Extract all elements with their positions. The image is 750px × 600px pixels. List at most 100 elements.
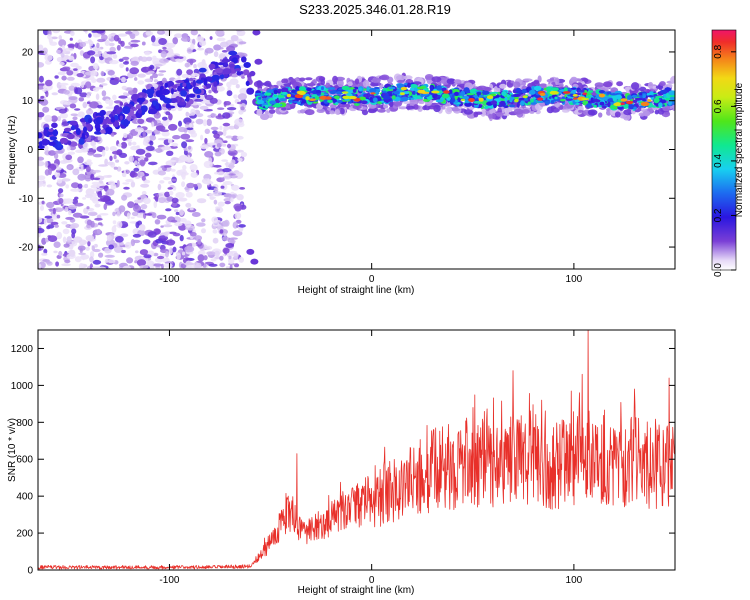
heatmap-cell — [565, 98, 574, 101]
heatmap-cell — [46, 201, 55, 209]
heatmap-cell — [95, 127, 101, 132]
heatmap-cell — [122, 56, 130, 61]
heatmap-cell — [110, 133, 115, 137]
heatmap-cell — [62, 228, 70, 235]
heatmap-cell — [647, 99, 652, 102]
heatmap-cell — [49, 208, 53, 212]
heatmap-cell — [93, 62, 99, 70]
heatmap-cell — [239, 187, 246, 190]
heatmap-cell — [134, 160, 138, 166]
snr-ytick-label: 1200 — [11, 344, 34, 355]
heatmap-cell — [88, 33, 92, 38]
heatmap-cell — [623, 103, 630, 109]
colorbar-gradient — [711, 29, 737, 271]
heatmap-cell — [100, 129, 107, 134]
heatmap-cell — [171, 142, 179, 147]
heatmap-cell — [38, 227, 45, 234]
heatmap-cell — [190, 171, 198, 178]
heatmap-cell — [219, 255, 224, 261]
heatmap-cell — [119, 115, 123, 121]
heatmap-cell — [70, 30, 75, 37]
heatmap-cell — [453, 79, 462, 84]
heatmap-cell — [213, 187, 219, 193]
heatmap-cell — [122, 182, 130, 185]
heatmap-cell — [235, 30, 243, 33]
snr-ytick-label: 200 — [16, 529, 33, 540]
heatmap-cell — [154, 39, 159, 46]
heatmap-cell — [112, 94, 117, 101]
heatmap-cell — [103, 203, 108, 210]
heatmap-cell — [124, 241, 132, 249]
heatmap-cell — [157, 183, 162, 191]
heatmap-cell — [213, 51, 219, 58]
heatmap-cell — [126, 212, 131, 220]
spectrogram-xtick-label: 0 — [369, 274, 375, 285]
heatmap-cell — [587, 95, 591, 99]
heatmap-cell — [269, 100, 277, 105]
heatmap-cell — [196, 94, 201, 99]
heatmap-cell — [245, 80, 250, 87]
heatmap-cell — [51, 92, 59, 96]
heatmap-cell — [204, 245, 213, 250]
heatmap-cell — [623, 114, 631, 121]
snr-xtick-label: 100 — [566, 575, 583, 586]
heatmap-cell — [341, 91, 349, 94]
heatmap-cell — [228, 194, 236, 200]
heatmap-cell — [144, 78, 153, 83]
heatmap-cell — [238, 109, 244, 115]
heatmap-cell — [363, 93, 368, 98]
heatmap-cell — [137, 118, 145, 125]
heatmap-cell — [230, 35, 239, 42]
heatmap-cell — [38, 132, 43, 139]
heatmap-cell — [109, 155, 113, 161]
heatmap-cell — [431, 90, 440, 94]
heatmap-cell — [87, 240, 91, 247]
heatmap-cell — [236, 31, 241, 36]
heatmap-cell — [161, 77, 167, 84]
heatmap-cell — [130, 43, 139, 48]
heatmap-cell — [168, 123, 178, 131]
heatmap-cell — [67, 151, 76, 155]
heatmap-cell — [180, 133, 191, 140]
heatmap-cell — [38, 182, 41, 189]
heatmap-cell — [229, 63, 236, 68]
heatmap-cell — [214, 171, 219, 175]
heatmap-cell — [130, 60, 139, 66]
heatmap-cell — [137, 73, 146, 78]
heatmap-cell — [219, 229, 224, 234]
heatmap-cell — [158, 235, 169, 242]
heatmap-cell — [572, 97, 578, 100]
heatmap-cell — [264, 80, 272, 87]
heatmap-cell — [514, 98, 519, 103]
heatmap-cell — [184, 220, 192, 228]
heatmap-cell — [226, 143, 232, 149]
heatmap-cell — [221, 159, 228, 162]
heatmap-cell — [59, 137, 68, 144]
heatmap-cell — [325, 96, 332, 100]
heatmap-cell — [655, 85, 664, 89]
heatmap-cell — [216, 37, 226, 42]
heatmap-cell — [176, 169, 183, 176]
heatmap-cell — [659, 81, 666, 87]
heatmap-cell — [41, 200, 45, 205]
heatmap-cell — [181, 141, 188, 149]
heatmap-cell — [80, 81, 85, 88]
heatmap-cell — [179, 209, 185, 216]
heatmap-cell — [123, 132, 128, 139]
heatmap-cell — [185, 139, 195, 143]
heatmap-cell — [139, 265, 149, 269]
heatmap-cell — [57, 116, 62, 122]
heatmap-cell — [221, 50, 228, 53]
heatmap-cell — [224, 248, 227, 256]
heatmap-cell — [44, 54, 53, 62]
heatmap-cell — [135, 103, 143, 110]
heatmap-cell — [105, 126, 113, 135]
heatmap-cell — [189, 59, 194, 65]
heatmap-cell — [57, 141, 62, 148]
heatmap-cell — [110, 77, 115, 81]
heatmap-cell — [323, 98, 329, 104]
heatmap-cell — [78, 239, 87, 246]
heatmap-cell — [167, 187, 173, 190]
heatmap-cell — [554, 77, 560, 86]
heatmap-cell — [166, 80, 175, 89]
